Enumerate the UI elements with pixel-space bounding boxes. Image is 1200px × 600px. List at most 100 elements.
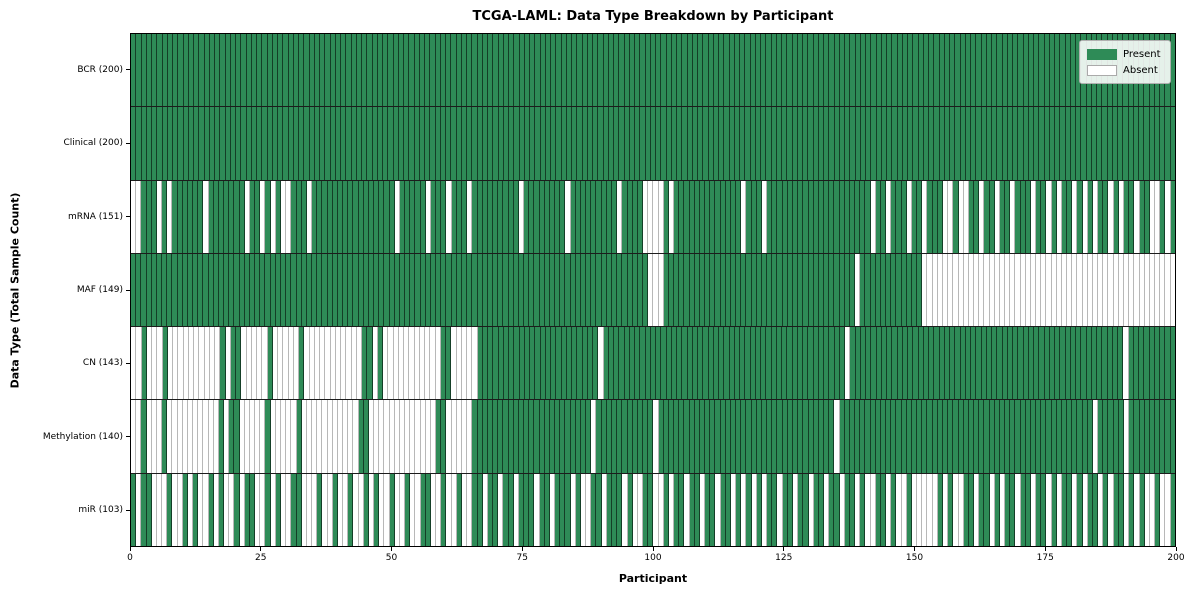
heatmap-cell [955,34,961,107]
heatmap-cell [1002,34,1008,107]
heatmap-cell [229,473,235,546]
heatmap-cell [887,107,893,180]
heatmap-cell [446,180,452,253]
heatmap-cell [1061,180,1068,253]
heatmap-cell [876,34,882,107]
heatmap-cell [849,253,856,327]
heatmap-cell [1030,473,1037,546]
heatmap-cell [932,400,938,473]
heatmap-cell [699,473,706,546]
heatmap-cell [679,180,685,253]
heatmap-cell [937,253,943,327]
heatmap-cell [699,253,706,327]
heatmap-cell [818,473,825,546]
heatmap-cell [524,180,530,253]
heatmap-cell [283,107,289,180]
heatmap-cell [513,473,519,546]
heatmap-cell [348,180,354,253]
heatmap-cell [918,34,924,107]
heatmap-cell [855,34,861,107]
heatmap-cell [992,34,998,107]
heatmap-cell [246,34,252,107]
heatmap-cell [761,180,768,253]
heatmap-cell [509,34,515,107]
heatmap-cell [529,473,535,546]
heatmap-cell [519,34,525,107]
heatmap-cell [720,180,726,253]
heatmap-cell [555,400,561,473]
y-tick-mark [126,142,130,144]
heatmap-cell [839,180,845,253]
heatmap-cell [356,107,362,180]
heatmap-cell [561,34,567,107]
heatmap-plot-area [130,33,1176,547]
heatmap-cell [787,107,793,180]
heatmap-cell [362,34,368,107]
heatmap-cell [776,107,782,180]
heatmap-cell [301,180,307,253]
heatmap-cell [462,400,468,473]
heatmap-cell [989,180,995,253]
heatmap-cell [341,107,347,180]
heatmap-cell [213,180,219,253]
heatmap-cell [808,107,814,180]
heatmap-cell [875,400,881,473]
heatmap-cell [860,180,866,253]
heatmap-cell [367,34,373,107]
heatmap-cell [971,107,977,180]
heatmap-cell [736,180,742,253]
heatmap-cell [430,180,437,253]
heatmap-cell [917,473,923,546]
heatmap-cell [209,327,215,400]
heatmap-cell [218,400,225,473]
heatmap-cell [601,180,607,253]
heatmap-cell [632,473,638,546]
heatmap-cell [598,107,604,180]
heatmap-cell [131,107,137,180]
heatmap-cell [582,107,588,180]
heatmap-cell [708,34,714,107]
heatmap-cell [1010,253,1016,327]
heatmap-cell [1030,253,1037,327]
heatmap-cell [601,473,607,546]
heatmap-cell [845,107,851,180]
heatmap-cell [808,180,814,253]
heatmap-cell [656,34,662,107]
heatmap-cell [984,253,990,327]
heatmap-cell [356,327,362,400]
heatmap-cell [942,253,949,327]
heatmap-cell [984,473,990,546]
heatmap-cell [839,34,845,107]
heatmap-cell [689,473,695,546]
heatmap-cell [441,180,447,253]
heatmap-cell [674,253,680,327]
heatmap-cell [1155,180,1161,253]
heatmap-cell [591,400,597,473]
heatmap-cell [296,253,302,327]
heatmap-cell [278,34,284,107]
heatmap-cell [388,34,394,107]
heatmap-cell [976,34,982,107]
heatmap-cell [849,473,856,546]
heatmap-cell [741,253,747,327]
heatmap-cell [776,327,782,400]
heatmap-cell [157,34,163,107]
heatmap-cell [1025,473,1031,546]
heatmap-cell [1005,180,1011,253]
heatmap-cell [560,400,566,473]
heatmap-cell [472,107,478,180]
heatmap-cell [1170,253,1175,327]
heatmap-cell [648,473,654,546]
heatmap-cell [275,400,281,473]
heatmap-cell [314,34,320,107]
heatmap-cell [736,253,742,327]
heatmap-cell [570,473,576,546]
heatmap-cell [446,400,452,473]
heatmap-cell [725,253,731,327]
heatmap-cell [1103,253,1109,327]
heatmap-cell [824,253,830,327]
heatmap-cell [198,253,204,327]
heatmap-cell [296,400,302,473]
heatmap-cell [761,34,767,107]
heatmap-cell [393,34,399,107]
